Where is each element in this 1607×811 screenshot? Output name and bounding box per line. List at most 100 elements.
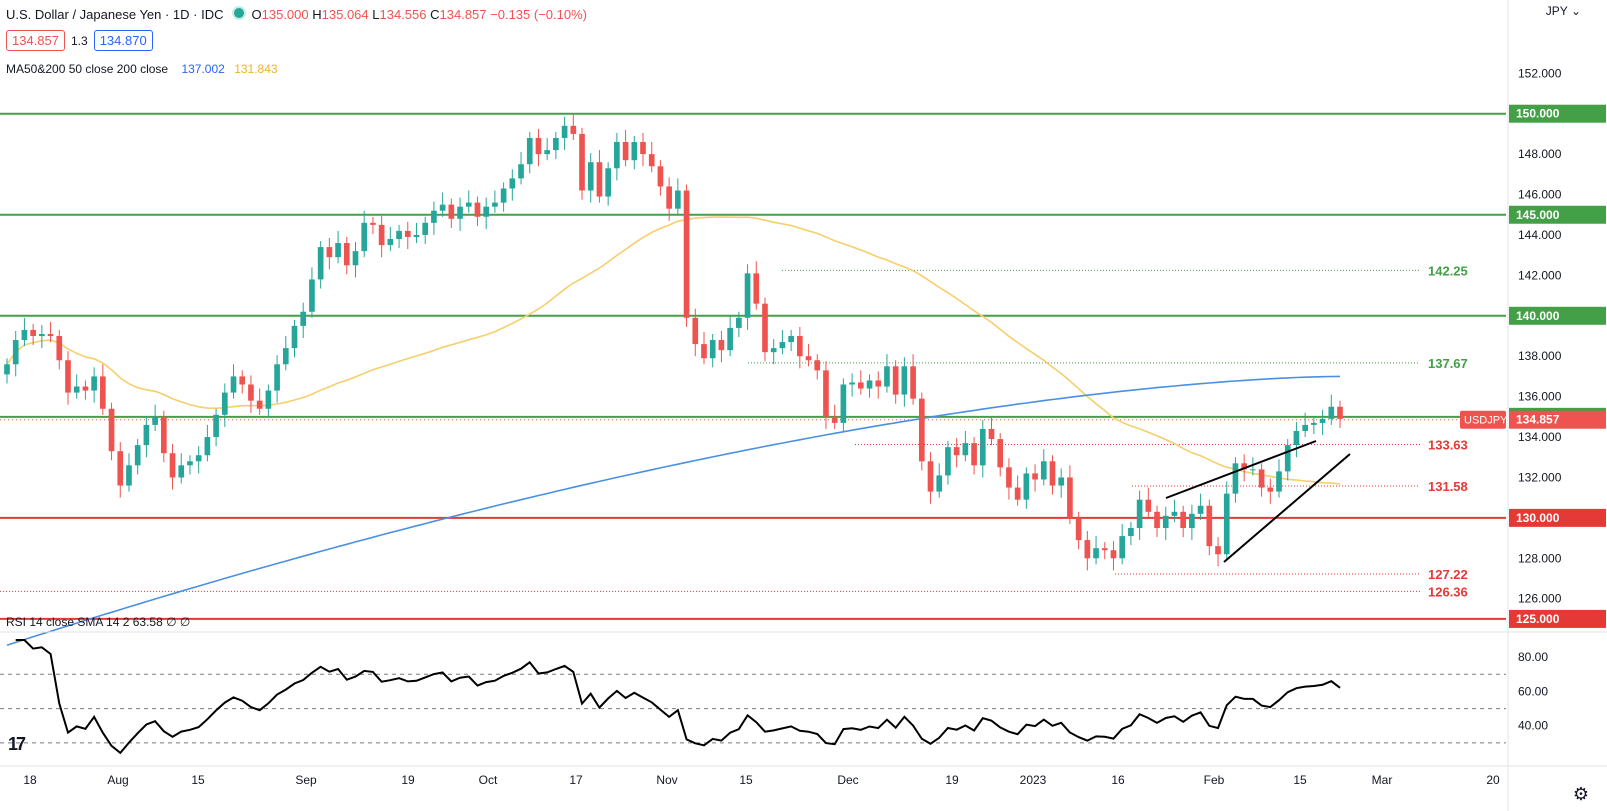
candle-body <box>561 125 568 138</box>
candle-body <box>73 386 80 393</box>
candle-body <box>448 204 455 219</box>
gear-icon[interactable]: ⚙ <box>1572 784 1589 804</box>
low-label: L <box>372 7 380 22</box>
y-tick-label: 134.000 <box>1518 430 1562 444</box>
rsi-legend[interactable]: RSI 14 close SMA 14 2 63.58 ∅ ∅ <box>6 615 190 629</box>
rsi-line <box>15 639 1341 755</box>
rsi-tick-label: 40.00 <box>1518 719 1548 733</box>
candle-body <box>1058 477 1065 486</box>
y-tick-label: 144.000 <box>1518 228 1562 242</box>
wedge-upper-line <box>1165 440 1317 499</box>
candle-body <box>779 342 786 349</box>
horizontal-levels <box>0 112 1506 620</box>
high-label: H <box>312 7 322 22</box>
y-tick-label: 146.000 <box>1518 188 1562 202</box>
candle-body <box>265 390 272 409</box>
candle-body <box>1162 515 1169 528</box>
dotted-level-label: 133.63 <box>1428 438 1468 453</box>
candle-body <box>692 317 699 345</box>
candle-body <box>683 190 690 318</box>
candle-body <box>1101 548 1108 551</box>
candle-body <box>439 204 446 211</box>
candle-body <box>997 439 1004 468</box>
candle-body <box>857 382 864 389</box>
candle-body <box>204 437 211 456</box>
candle-body <box>65 360 71 393</box>
candle-body <box>1136 499 1143 528</box>
candle-body <box>1328 406 1335 419</box>
sell-price-button[interactable]: 134.857 <box>6 30 65 51</box>
candle-body <box>840 384 847 423</box>
ma-legend[interactable]: MA50&200 50 close 200 close 137.002 131.… <box>6 62 278 76</box>
level-badge-label: 125.000 <box>1516 612 1560 626</box>
candle-body <box>422 222 429 235</box>
candle-body <box>1049 461 1056 486</box>
spread-value: 1.3 <box>71 33 88 48</box>
candle-body <box>134 445 141 466</box>
candle-body <box>160 416 167 454</box>
candle-body <box>195 455 202 462</box>
candle-body <box>988 428 995 440</box>
tradingview-logo-icon[interactable]: 17 <box>8 734 26 754</box>
candle-body <box>1040 461 1047 480</box>
x-tick-label: Mar <box>1372 773 1393 787</box>
currency-dropdown[interactable]: JPY ⌄ <box>1546 4 1581 18</box>
buy-price-button[interactable]: 134.870 <box>93 30 153 51</box>
candle-body <box>535 137 542 155</box>
candle-body <box>884 366 890 387</box>
moving-averages <box>6 216 1341 646</box>
candle-body <box>570 125 577 134</box>
candle-body <box>727 327 733 351</box>
candle-body <box>1241 463 1247 470</box>
rsi-value: 63.58 <box>132 615 163 629</box>
x-tick-label: 19 <box>401 773 415 787</box>
candle-body <box>404 230 411 237</box>
candle-body <box>762 303 768 353</box>
rsi-pane <box>0 639 1506 755</box>
candle-body <box>230 376 237 393</box>
candle-body <box>1258 469 1265 488</box>
candle-body <box>1215 546 1221 555</box>
candle-body <box>805 356 812 361</box>
candle-body <box>56 336 63 361</box>
candle-body <box>866 380 873 389</box>
candle-body <box>1171 511 1178 516</box>
candle-body <box>492 202 498 207</box>
level-badge <box>1509 609 1606 628</box>
candle-body <box>248 384 254 401</box>
candle-body <box>370 222 376 225</box>
y-tick-label: 128.000 <box>1518 551 1562 565</box>
y-tick-label: 152.000 <box>1518 66 1562 80</box>
x-tick-label: Sep <box>295 773 317 787</box>
symbol-title[interactable]: U.S. Dollar / Japanese Yen · 1D · IDC <box>6 7 224 22</box>
candle-body <box>126 465 132 486</box>
candle-body <box>187 461 193 466</box>
candle-body <box>962 443 969 456</box>
candle-body <box>413 234 420 237</box>
candle-body <box>1154 511 1160 528</box>
dotted-level-label: 131.58 <box>1428 479 1468 494</box>
candle-body <box>927 461 934 492</box>
candle-body <box>282 348 289 365</box>
high-value: 135.064 <box>321 7 369 22</box>
candle-body <box>631 142 638 161</box>
candle-body <box>4 364 10 375</box>
candle-body <box>317 247 324 280</box>
candle-body <box>788 336 794 343</box>
candle-body <box>544 150 551 155</box>
candle-body <box>1206 505 1213 547</box>
level-labels: 142.25 137.67 133.63 131.58 127.22 126.36 <box>1428 263 1468 599</box>
candle-body <box>814 360 821 371</box>
candles <box>4 113 1343 571</box>
candle-body <box>1189 513 1195 528</box>
candle-body <box>1119 536 1126 559</box>
ma200-line <box>6 375 1341 646</box>
x-tick-label: 17 <box>569 773 583 787</box>
level-badge <box>1509 104 1606 123</box>
candle-body <box>1223 493 1230 555</box>
candle-body <box>221 392 228 415</box>
candle-body <box>796 336 803 357</box>
candle-body <box>709 340 716 359</box>
